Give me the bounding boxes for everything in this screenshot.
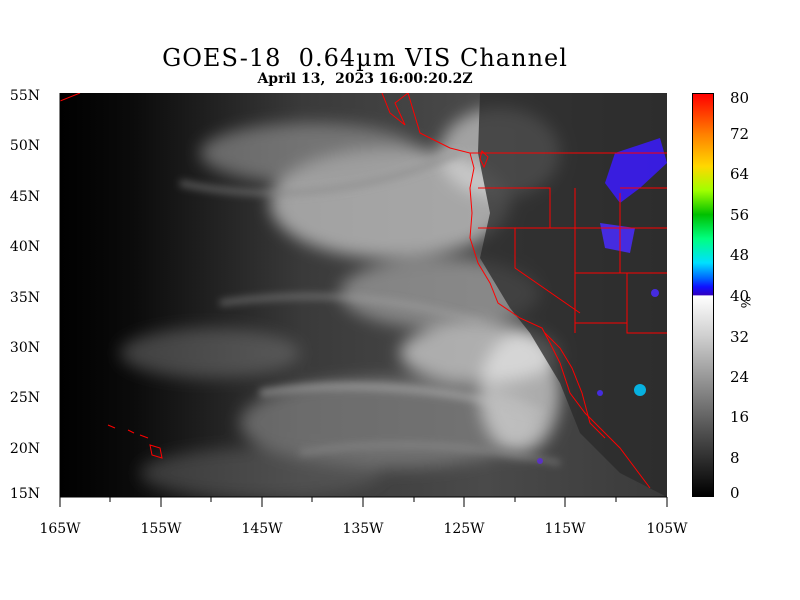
lat-label: 50N <box>9 138 40 154</box>
boundary-lines <box>60 93 667 489</box>
lon-label: 165W <box>39 521 81 537</box>
colorbar-tick: 0 <box>730 484 740 502</box>
lon-label: 135W <box>342 521 384 537</box>
lon-label: 145W <box>241 521 283 537</box>
colorbar-tick: 8 <box>730 449 740 467</box>
lat-label: 15N <box>9 486 40 502</box>
colorbar-tick: 56 <box>730 206 750 224</box>
colorbar-tick: 72 <box>730 125 750 143</box>
chart-subtitle: April 13, 2023 16:00:20.2Z <box>257 71 473 87</box>
satellite-image <box>60 93 667 497</box>
map-svg <box>60 93 667 497</box>
cloud-streaks <box>179 150 561 466</box>
chart-title: GOES-18 0.64µm VIS Channel <box>162 44 568 72</box>
lat-label: 45N <box>9 189 40 205</box>
colorbar-tick: 32 <box>730 328 750 346</box>
colored-cloud-tops <box>537 138 667 464</box>
colorbar-tick: 48 <box>730 246 750 264</box>
colorbar-unit: % <box>737 296 752 309</box>
colorbar-tick: 16 <box>730 408 750 426</box>
lon-label: 115W <box>544 521 586 537</box>
lat-label: 20N <box>9 441 40 457</box>
colorbar <box>692 93 714 497</box>
lon-label: 125W <box>443 521 485 537</box>
lat-label: 35N <box>9 290 40 306</box>
colorbar-tick: 64 <box>730 165 750 183</box>
lat-label: 55N <box>9 88 40 104</box>
lat-label: 30N <box>9 340 40 356</box>
colorbar-tick: 40 <box>730 287 750 305</box>
lon-label: 155W <box>140 521 182 537</box>
colorbar-tick: 24 <box>730 368 750 386</box>
lat-label: 40N <box>9 239 40 255</box>
colorbar-tick: 80 <box>730 89 750 107</box>
lon-label: 105W <box>646 521 688 537</box>
lat-label: 25N <box>9 390 40 406</box>
